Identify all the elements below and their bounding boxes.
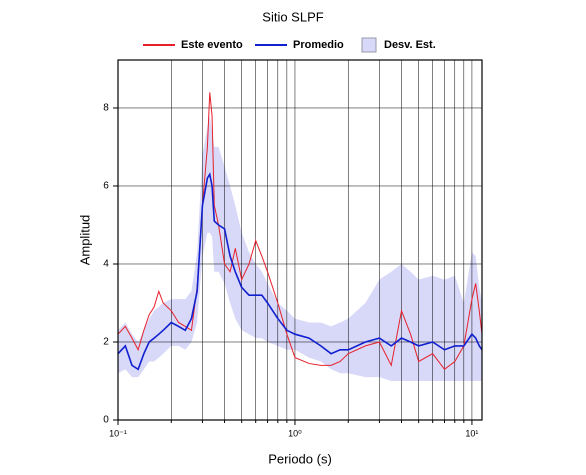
- line-series: [117, 92, 483, 370]
- plot-frame: [117, 59, 483, 421]
- legend-swatch: [361, 37, 377, 53]
- y-tick-label: 4: [103, 259, 109, 270]
- y-axis-label: Amplitud: [77, 215, 92, 266]
- x-tick-label: 10¹: [465, 428, 478, 438]
- x-tick-label: 10⁻¹: [109, 428, 127, 438]
- x-axis-label: Periodo (s): [268, 451, 332, 466]
- x-tick-label: 10⁰: [288, 428, 302, 438]
- y-tick-label: 0: [103, 415, 109, 426]
- legend-label: Desv. Est.: [384, 39, 436, 51]
- y-tick-label: 2: [103, 337, 109, 348]
- legend-label: Promedio: [293, 39, 344, 51]
- chart-title: Sitio SLPF: [262, 9, 323, 24]
- std-band: [118, 115, 482, 381]
- y-tick-label: 6: [103, 181, 109, 192]
- line-series: [117, 172, 483, 371]
- legend-label: Este evento: [181, 39, 243, 51]
- y-tick-label: 8: [103, 103, 109, 114]
